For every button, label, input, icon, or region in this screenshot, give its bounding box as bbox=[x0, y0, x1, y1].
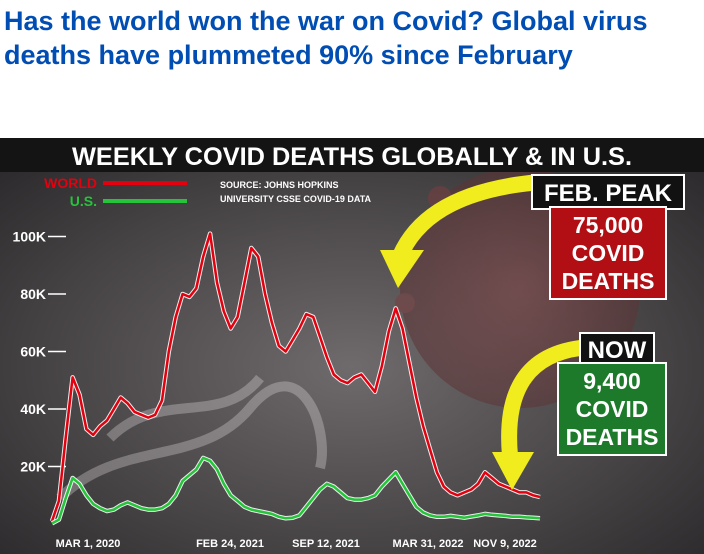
y-axis: 20K 40K 60K 80K 100K bbox=[13, 229, 66, 475]
y-tick-label: 60K bbox=[20, 344, 46, 360]
series-line-us bbox=[51, 456, 541, 525]
x-tick-label: MAR 31, 2022 bbox=[393, 538, 464, 550]
y-tick-label: 20K bbox=[20, 459, 46, 475]
feb-peak-value-box bbox=[549, 206, 667, 300]
y-tick-label: 80K bbox=[20, 286, 46, 302]
arrow-now bbox=[492, 340, 588, 490]
feb-peak-label-1: COVID bbox=[572, 240, 645, 266]
now-title-box bbox=[579, 332, 655, 366]
source-line-2: UNIVERSITY CSSE COVID-19 DATA bbox=[220, 194, 372, 204]
x-tick-label: SEP 12, 2021 bbox=[292, 538, 360, 550]
y-tick-label: 40K bbox=[20, 401, 46, 417]
series-lines bbox=[49, 231, 541, 526]
now-label-1: COVID bbox=[576, 396, 649, 422]
legend-label-us: U.S. bbox=[70, 193, 97, 209]
x-tick-label: MAR 1, 2020 bbox=[56, 538, 121, 550]
now-label-2: DEATHS bbox=[566, 424, 659, 450]
chart-figure: WEEKLY COVID DEATHS GLOBALLY & IN U.S. W… bbox=[0, 138, 704, 554]
source-line-1: SOURCE: JOHNS HOPKINS bbox=[220, 180, 339, 190]
y-tick-label: 100K bbox=[13, 229, 46, 245]
series-line-world bbox=[50, 232, 541, 522]
now-value-box bbox=[557, 362, 667, 456]
annotation-now: NOW 9,400 COVID DEATHS bbox=[557, 332, 667, 456]
now-value: 9,400 bbox=[583, 368, 641, 394]
x-tick-label: FEB 24, 2021 bbox=[196, 538, 264, 550]
legend-label-world: WORLD bbox=[44, 175, 97, 191]
ribbon-decoration bbox=[56, 374, 327, 502]
feb-peak-value: 75,000 bbox=[573, 212, 643, 238]
title-banner bbox=[0, 138, 704, 172]
feb-peak-label-2: DEATHS bbox=[562, 268, 655, 294]
arrow-feb-peak bbox=[380, 174, 548, 288]
article-headline: Has the world won the war on Covid? Glob… bbox=[4, 6, 648, 70]
chart-title: WEEKLY COVID DEATHS GLOBALLY & IN U.S. bbox=[72, 143, 632, 171]
now-title: NOW bbox=[588, 337, 647, 364]
x-tick-label: NOV 9, 2022 bbox=[473, 538, 537, 550]
feb-peak-title: FEB. PEAK bbox=[544, 180, 673, 207]
annotation-feb-peak: FEB. PEAK 75,000 COVID DEATHS bbox=[531, 174, 685, 300]
x-axis: MAR 1, 2020 FEB 24, 2021 SEP 12, 2021 MAR 3… bbox=[56, 538, 537, 550]
covid-deaths-chart: WEEKLY COVID DEATHS GLOBALLY & IN U.S. W… bbox=[0, 138, 704, 554]
